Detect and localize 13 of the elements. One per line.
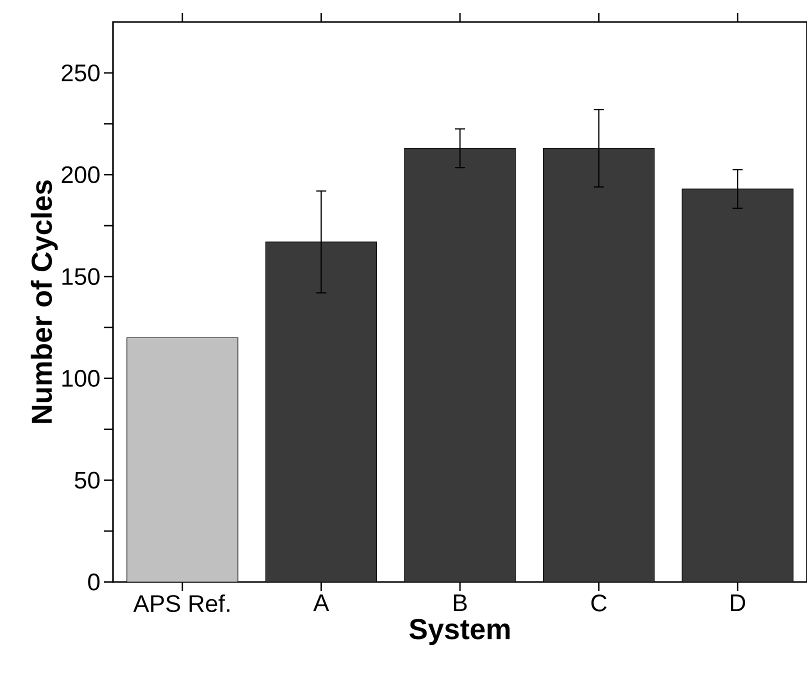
x-tick-label: A: [313, 594, 330, 611]
y-tick-label: 50: [74, 472, 100, 489]
x-axis-title: System: [409, 618, 510, 646]
y-tick-label: 250: [62, 64, 100, 82]
y-tick-label: 200: [62, 166, 100, 184]
y-tick-label: 0: [88, 574, 100, 590]
x-tick-label: C: [591, 594, 607, 612]
x-tick-label: B: [454, 594, 467, 611]
x-tick-label: D: [730, 594, 746, 611]
y-axis-title: Number of Cycles: [30, 180, 58, 423]
y-tick-label: 150: [62, 268, 100, 286]
y-tick-label: 100: [62, 370, 100, 387]
x-tick-label: APS Ref.: [133, 594, 230, 612]
